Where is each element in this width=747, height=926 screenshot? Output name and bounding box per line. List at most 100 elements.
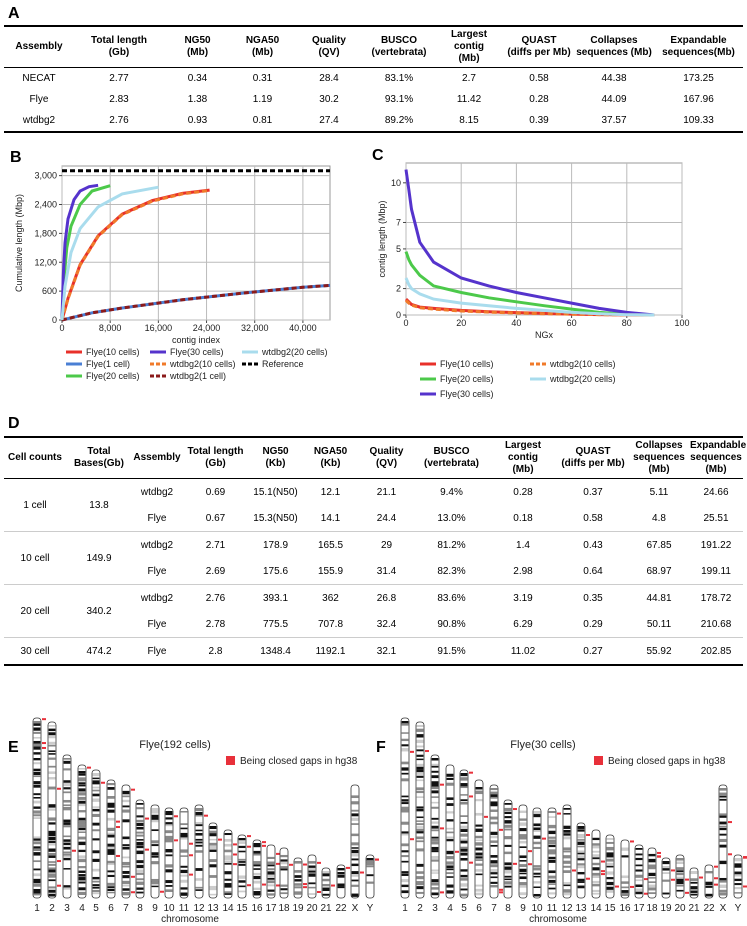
chromosome-band [107,846,115,851]
chromosome-band [151,885,159,888]
chromosome-label: 2 [417,903,423,914]
chromosome-band [504,885,512,888]
gap-marker [699,876,703,879]
chromosome-band [351,801,359,805]
chromosome-band [33,806,41,809]
chromosome-band [48,840,56,844]
chromosome [223,829,237,899]
table-cell: 1.19 [252,94,273,105]
header-text: (vertebrata) [371,47,427,58]
cell-count: 10 cell [4,531,66,585]
table-cell: 11.02 [489,637,557,665]
x-tick-label: 24,000 [193,323,221,333]
chromosome-band [63,780,71,783]
chromosome-band [401,879,409,883]
gap-marker [317,861,321,864]
chromosome-band [122,809,130,813]
gap-marker [528,863,532,866]
header-text: Quality [312,35,346,46]
gap-marker [247,835,251,838]
header-text: NG50 [184,35,211,46]
header-text: NG50 [262,446,289,457]
chromosome-label: 22 [703,903,715,914]
x-tick-label: 40,000 [289,323,317,333]
gap-marker [644,892,648,895]
chromosome-band [92,829,100,832]
column-header: Total length (Gb) [182,437,249,479]
x-tick-label: 8,000 [99,323,122,333]
chromosome-label: 9 [152,903,158,914]
chromosome-band [238,841,246,844]
chromosome-band [165,880,173,884]
chromosome-band [401,799,409,802]
chromosome-band [460,825,468,830]
table-cell: 2.76 [109,115,129,126]
chromosome-band [136,850,144,855]
chromosome [430,754,444,899]
chromosome-band [592,867,600,871]
chromosome-band [416,848,424,852]
chromosome-band [662,865,670,870]
table-cell: 91.5% [414,637,489,665]
table-cell: 1.4 [489,531,557,558]
x-axis-label: NGx [535,330,554,340]
chromosome-band [490,881,498,884]
chromosome-label: 6 [108,903,114,914]
chromosome-band [33,727,41,731]
header-text: sequences (Mb) [576,47,652,58]
chromosome-band [475,828,483,832]
chromosome-band [33,891,41,894]
chromosome-band [92,773,100,777]
series-line [60,185,159,321]
x-tick-label: 60 [567,318,577,328]
chromosome-label: 18 [646,903,658,914]
chromosome-band [180,827,188,830]
chromosome-band [308,870,316,873]
chromosome-band [475,869,483,872]
chromosome-band [648,864,656,868]
table-cell: 0.58 [529,73,549,84]
table-cell: 24.4 [376,512,397,524]
table-cell: 21.1 [376,486,397,498]
table-cell: 191.22 [689,531,743,558]
chromosome-band [475,824,483,827]
gap-marker [513,862,517,865]
chromosome-label: 15 [604,903,616,914]
chromosome-band [351,893,359,897]
chromosome-band [224,885,232,888]
chromosome-band [490,835,498,839]
gap-marker [145,848,149,851]
chromosome-band [563,825,571,829]
chromosome-band [475,799,483,802]
chromosome-band [267,856,275,859]
gap-marker [728,853,732,856]
chromosome [605,834,619,899]
total-bases: 340.2 [66,584,132,638]
chromosome-body [237,834,247,899]
chromosome-band [63,853,71,856]
header-text: Assembly [133,452,181,463]
chromosome-band [33,881,41,884]
chromosome-band [33,868,41,871]
chromosome-band [460,783,468,787]
y-tick-label: 5 [396,244,401,254]
chromosome-band [519,840,527,844]
header-text: NGA50 [313,446,348,457]
chromosome-band [690,886,698,890]
chromosome-band [195,841,203,844]
gap-marker [276,862,280,865]
gap-marker [542,837,546,840]
table-cell: 0.34 [187,73,208,84]
column-header: Quality (QV) [294,26,364,68]
chromosome-band [563,889,571,893]
chromosome-band [416,891,424,894]
chromosome-band [662,868,670,871]
chromosome-band [165,889,173,892]
chromosome-band [136,891,144,894]
chromosome-band [734,871,742,875]
y-tick-label: 0 [396,310,401,320]
chromosome-band [460,815,468,817]
chromosome-band [136,819,144,823]
chromosome-band [136,878,144,881]
